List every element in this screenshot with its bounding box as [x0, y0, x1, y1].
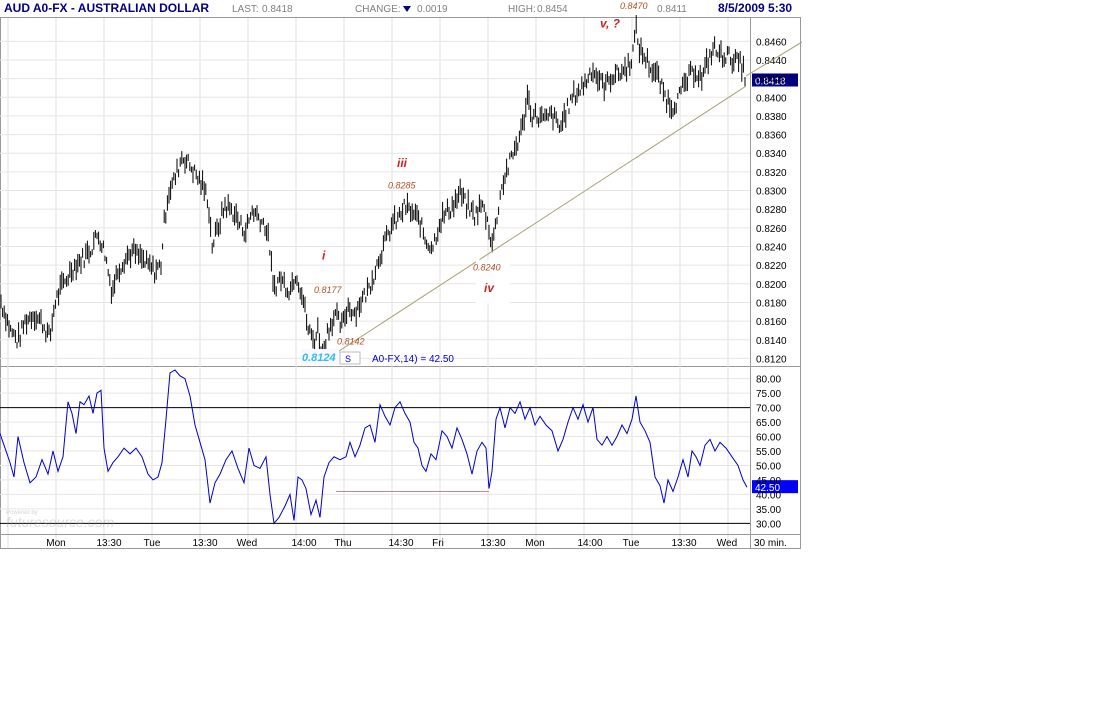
rsi-legend-swatch-label: S: [345, 354, 351, 364]
price-tick-label: 0.8460: [756, 37, 787, 48]
wave-value-label: 0.8285: [388, 181, 417, 191]
rsi-tick-label: 55.00: [756, 447, 781, 458]
price-tick-label: 0.8120: [756, 354, 787, 365]
x-tick-label: Tue: [144, 538, 161, 549]
high-label: HIGH:: [508, 4, 536, 15]
rsi-tick-label: 80.00: [756, 375, 781, 386]
grid-lines: [0, 18, 750, 548]
wave-label: iii: [397, 156, 408, 170]
rsi-value-tag: [752, 480, 798, 494]
x-tick-label: Mon: [46, 538, 65, 549]
last-label: LAST:: [232, 4, 259, 15]
watermark-brand: futuresource.com: [6, 514, 114, 530]
wave-label: iv: [484, 281, 495, 295]
futuresource-watermark: Powered by futuresource.com: [6, 510, 114, 530]
x-tick-label: 14:00: [291, 538, 316, 549]
chart-frame: [0, 17, 801, 549]
x-tick-label: 13:30: [671, 538, 696, 549]
price-tick-label: 0.8200: [756, 280, 787, 291]
price-tick-label: 0.8300: [756, 187, 787, 198]
change-label: CHANGE:: [355, 4, 401, 15]
rsi-tick-label: 45.00: [756, 476, 781, 487]
last-price-tag: [752, 73, 798, 87]
price-tick-label: 0.8320: [756, 168, 787, 179]
x-tick-label: Thu: [334, 538, 351, 549]
price-tick-label: 0.8160: [756, 317, 787, 328]
change-down-arrow-icon: [403, 6, 411, 12]
x-tick-label: 13:30: [96, 538, 121, 549]
axes: 0.8460 0.8440 0.8420 0.8400 0.8380 0.8360 0.83…: [0, 18, 800, 549]
wave-value-label: 0.8240: [473, 263, 501, 273]
price-tick-label: 0.8440: [756, 56, 787, 67]
rsi-tick-label: 30.00: [756, 519, 781, 530]
trendline: [321, 85, 747, 363]
interval-label: 30 min.: [754, 538, 787, 549]
x-tick-label: 14:00: [577, 538, 602, 549]
high-tag-box: [618, 0, 650, 11]
x-tick-label: Tue: [623, 538, 640, 549]
watermark-powered: Powered by: [6, 510, 38, 516]
x-tick-label: 13:30: [192, 538, 217, 549]
rsi-tick-label: 40.00: [756, 490, 781, 501]
x-tick-label: 13:30: [480, 538, 505, 549]
wave-label: i: [322, 249, 326, 263]
chart-header: AUD A0-FX - AUSTRALIAN DOLLAR LAST: 0.84…: [4, 0, 792, 15]
price-tick-label: 0.8260: [756, 224, 787, 235]
chart-svg: AUD A0-FX - AUSTRALIAN DOLLAR LAST: 0.84…: [0, 0, 831, 549]
rsi-panel: S A0-FX,14) = 42.50 42.50: [0, 351, 798, 525]
wave-v-value: 0.8470: [620, 1, 648, 11]
rsi-legend: A0-FX,14) = 42.50: [372, 354, 454, 365]
price-tick-label: 0.8180: [756, 298, 787, 309]
rsi-tick-label: 60.00: [756, 433, 781, 444]
price-tick-label: 0.8340: [756, 149, 787, 160]
rsi-tick-label: 75.00: [756, 389, 781, 400]
x-tick-label: 14:30: [388, 538, 413, 549]
price-tick-label: 0.8220: [756, 261, 787, 272]
wave-value-label: 0.8177: [314, 285, 343, 295]
price-tick-label: 0.8420: [756, 75, 787, 86]
chart-container: AUD A0-FX - AUSTRALIAN DOLLAR LAST: 0.84…: [0, 0, 831, 549]
price-tick-label: 0.8400: [756, 93, 787, 104]
price-tick-label: 0.8280: [756, 205, 787, 216]
rsi-tick-label: 50.00: [756, 461, 781, 472]
rsi-legend-icon: [339, 351, 361, 365]
price-tick-label: 0.8140: [756, 336, 787, 347]
rsi-tick-label: 35.00: [756, 505, 781, 516]
change-value: 0.0019: [417, 4, 448, 15]
rsi-tick-label: 70.00: [756, 404, 781, 415]
last-price-tag-label: 0.8418: [755, 76, 786, 87]
price-tick-label: 0.8380: [756, 112, 787, 123]
rsi-tick-label: 65.00: [756, 418, 781, 429]
annotation-box: [476, 259, 510, 304]
wave-value-label: 0.8142: [337, 336, 365, 346]
symbol-title: AUD A0-FX - AUSTRALIAN DOLLAR: [4, 1, 209, 15]
low-value: 0.8411: [657, 4, 687, 15]
x-tick-label: Wed: [717, 538, 737, 549]
high-value: 0.8454: [537, 4, 568, 15]
price-tick-label: 0.8360: [756, 131, 787, 142]
x-tick-label: Mon: [525, 538, 544, 549]
rsi-line: [0, 369, 748, 525]
rsi-value-tag-label: 42.50: [755, 483, 780, 494]
x-tick-label: Fri: [432, 538, 444, 549]
datetime: 8/5/2009 5:30: [718, 1, 792, 15]
low-marker: 0.8124: [302, 352, 336, 364]
x-tick-label: Wed: [237, 538, 257, 549]
low-marker-box: [301, 349, 339, 365]
last-value: 0.8418: [262, 4, 293, 15]
price-tick-label: 0.8240: [756, 242, 787, 253]
wave-label: v, ?: [600, 16, 621, 30]
